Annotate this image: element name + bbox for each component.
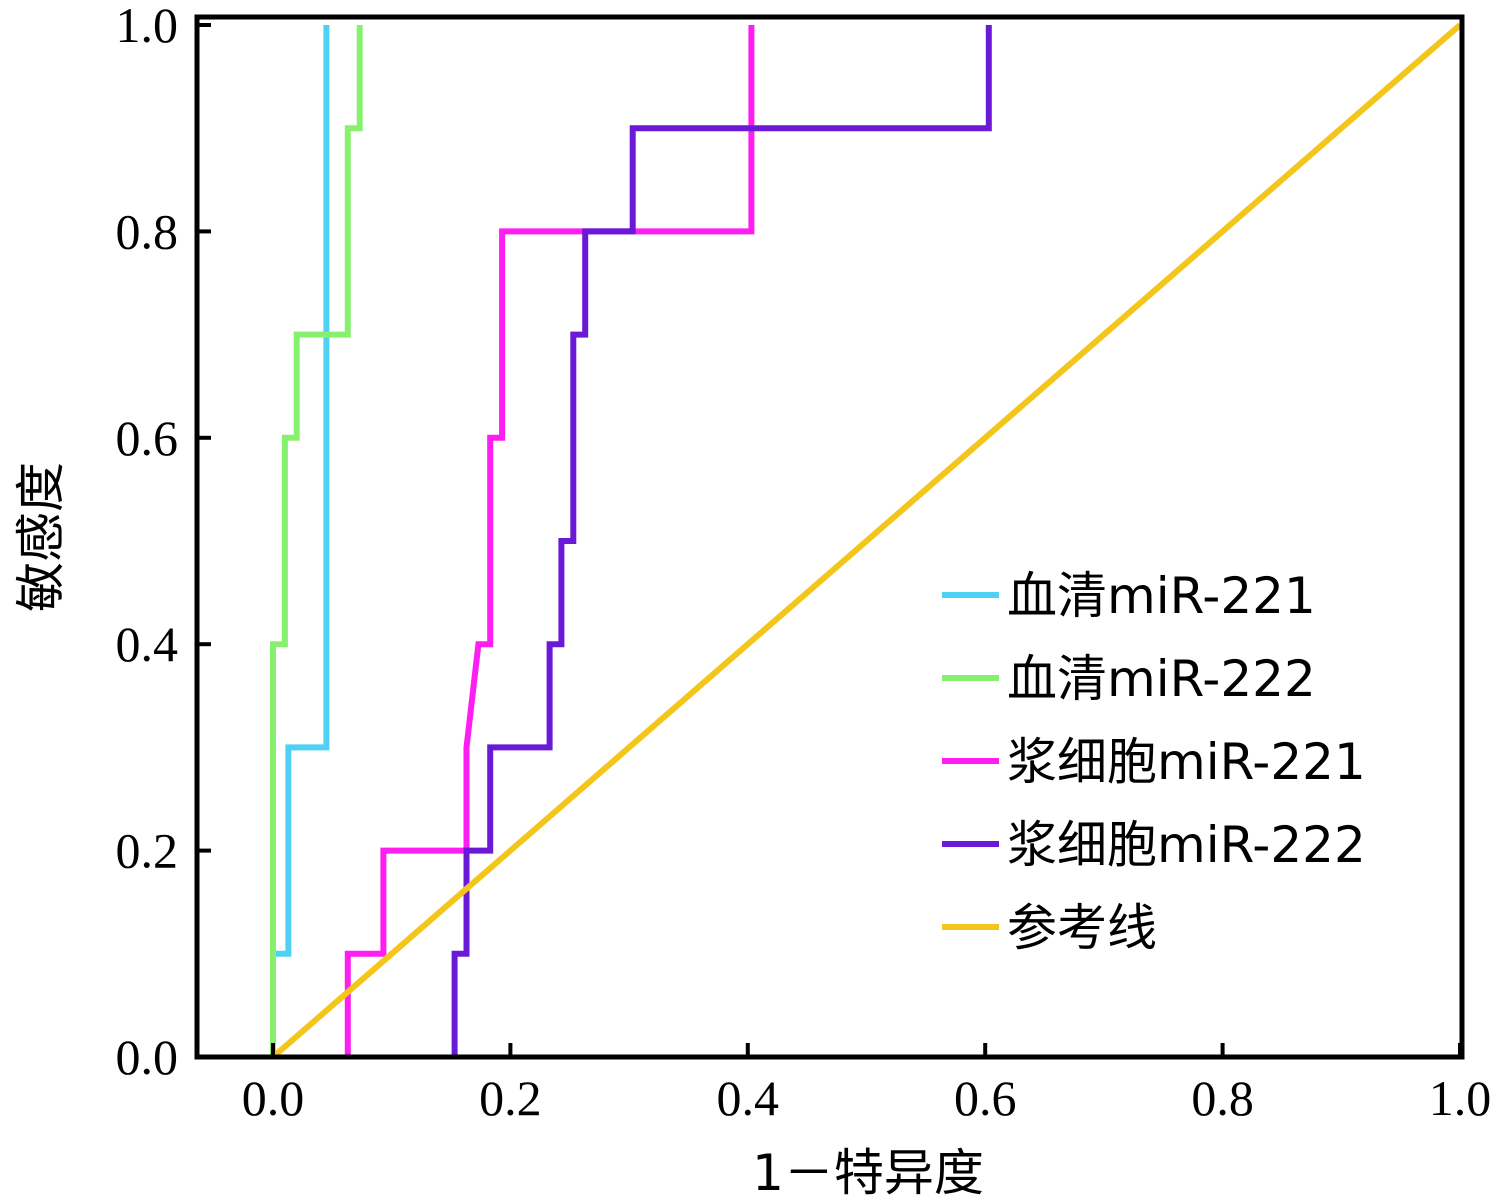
x-tick-label: 0.6 <box>954 1070 1017 1126</box>
y-tick-label: 1.0 <box>116 0 179 53</box>
x-tick-label: 1.0 <box>1429 1070 1492 1126</box>
legend-label-4: 浆细胞miR-222 <box>1007 816 1366 874</box>
legend: 血清miR-221 血清miR-222 浆细胞miR-221 浆细胞miR-222 参考… <box>942 567 1366 957</box>
x-axis-title: 1－特异度 <box>752 1144 984 1200</box>
y-tick-label: 0.2 <box>116 823 179 879</box>
series-line-3 <box>344 25 755 1057</box>
y-tick-label: 0.0 <box>116 1029 179 1085</box>
y-axis-title: 敏感度 <box>12 462 70 612</box>
series-line-5 <box>271 22 1462 1060</box>
x-tick-label: 0.4 <box>717 1070 780 1126</box>
legend-label-5: 参考线 <box>1007 899 1157 957</box>
series-line-4 <box>451 25 992 1057</box>
plot-frame <box>194 14 1465 1060</box>
x-tick-label: 0.8 <box>1191 1070 1254 1126</box>
legend-label-3: 浆细胞miR-221 <box>1007 733 1366 791</box>
y-tick-label: 0.6 <box>116 410 179 466</box>
series-line-2 <box>270 25 363 1057</box>
y-tick-label: 0.8 <box>116 203 179 259</box>
ticks-layer: 0.0 0.2 0.4 0.6 0.8 1.0 0.0 0.2 0.4 0.6 0.8 1.0 <box>116 0 1492 1126</box>
y-tick-label: 0.4 <box>116 616 179 672</box>
series-layer <box>270 22 1462 1060</box>
legend-label-2: 血清miR-222 <box>1007 650 1316 708</box>
legend-label-1: 血清miR-221 <box>1007 567 1316 625</box>
x-tick-label: 0.0 <box>242 1070 305 1126</box>
x-tick-label: 0.2 <box>479 1070 542 1126</box>
series-line-1 <box>270 25 330 1057</box>
